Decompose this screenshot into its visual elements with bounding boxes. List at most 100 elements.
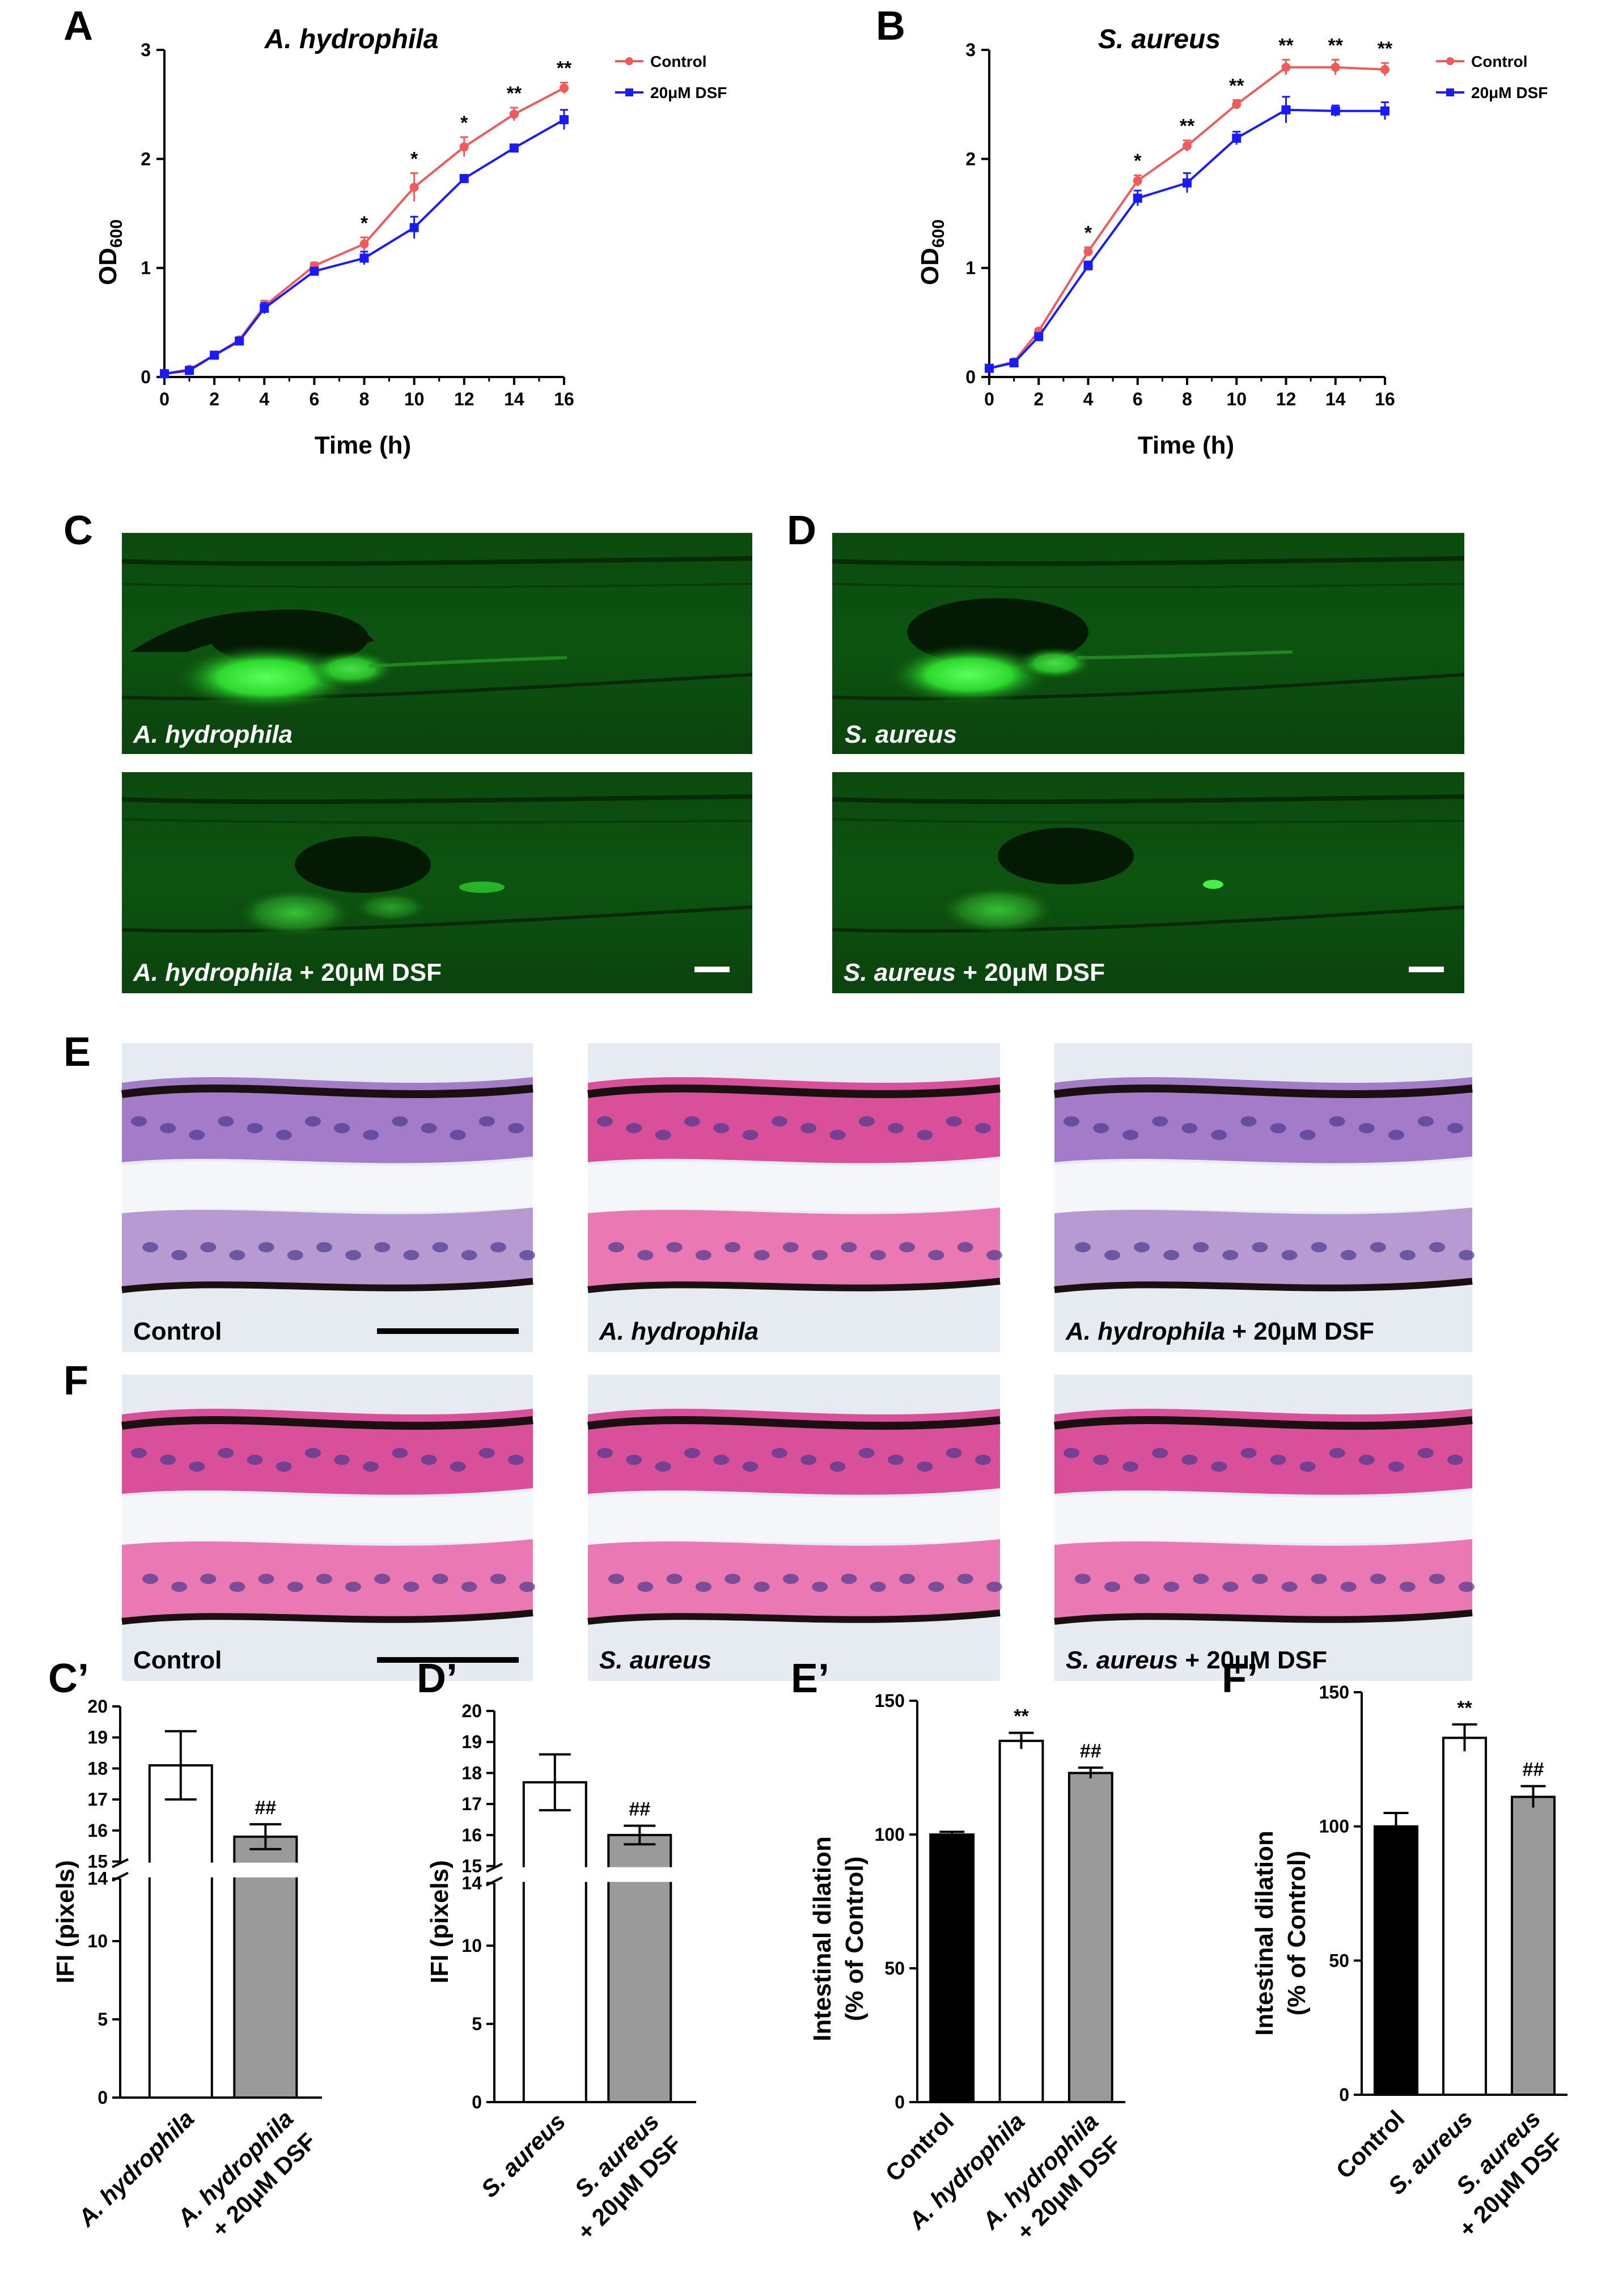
y-tick-label: 0 [1339, 2085, 1349, 2105]
nucleus [899, 1242, 916, 1252]
chart-a-xlabel: Time (h) [315, 431, 411, 459]
nucleus [1211, 1462, 1227, 1472]
nucleus [247, 1455, 263, 1465]
nucleus [304, 1448, 321, 1458]
nucleus [946, 1448, 962, 1458]
bar [1067, 1772, 1113, 2103]
nucleus [753, 1582, 770, 1592]
chart-ep-ylabel: Intestinal dilation (% of Control) [808, 1836, 868, 2041]
nucleus [597, 1116, 613, 1126]
nucleus [258, 1574, 274, 1584]
nucleus [450, 1462, 466, 1472]
nucleus [461, 1582, 477, 1592]
panel-label-d: D [787, 508, 816, 553]
nucleus [1281, 1582, 1298, 1592]
nucleus [287, 1582, 303, 1592]
epithelium-upper [122, 1077, 533, 1163]
significance-mark: ** [557, 58, 572, 79]
y-tick-label: 0 [965, 367, 976, 387]
data-point [1083, 247, 1093, 256]
nucleus [1163, 1250, 1180, 1260]
nucleus [334, 1123, 350, 1133]
nucleus [1163, 1582, 1180, 1592]
lumen [122, 1491, 533, 1545]
nucleus [363, 1462, 379, 1472]
nucleus [1299, 1130, 1316, 1140]
nucleus [841, 1574, 857, 1584]
nucleus [626, 1123, 642, 1133]
nucleus [276, 1130, 292, 1140]
nucleus [841, 1242, 857, 1252]
nucleus [1075, 1574, 1091, 1584]
nucleus [490, 1574, 506, 1584]
tile-label-part: A. hydrophila [1065, 1318, 1225, 1345]
nucleus [450, 1130, 466, 1140]
significance-mark: * [1134, 150, 1142, 172]
nucleus [858, 1116, 875, 1126]
nucleus [1340, 1582, 1357, 1592]
nucleus [742, 1130, 759, 1140]
significance-mark: ## [1080, 1740, 1101, 1762]
significance-mark: * [410, 148, 418, 170]
x-tick-label: 4 [259, 389, 269, 409]
nucleus [1152, 1116, 1168, 1126]
nucleus [1429, 1574, 1445, 1584]
nucleus [1211, 1130, 1227, 1140]
nucleus [287, 1250, 303, 1260]
y-tick-label: 16 [87, 1820, 108, 1841]
tile-label-part: S. aureus [1066, 1646, 1178, 1674]
nucleus [655, 1462, 671, 1472]
panel-label-d-prime: D’ [417, 1656, 457, 1701]
nucleus [1399, 1582, 1416, 1592]
nucleus [490, 1242, 506, 1252]
histology-tile-1: Control [121, 1043, 535, 1352]
nucleus [753, 1250, 770, 1260]
nucleus [946, 1116, 962, 1126]
nucleus [218, 1448, 234, 1458]
nucleus [345, 1582, 362, 1592]
nucleus [1399, 1250, 1416, 1260]
significance-mark: * [460, 112, 468, 134]
pigment-upper [587, 1085, 1001, 1098]
nucleus [200, 1574, 217, 1584]
nucleus [888, 1123, 904, 1133]
y-tick-label: 0 [98, 2087, 108, 2108]
nucleus [345, 1250, 362, 1260]
nucleus [160, 1123, 176, 1133]
nucleus [519, 1582, 535, 1592]
nucleus [1447, 1455, 1463, 1465]
epithelium-upper [588, 1077, 1000, 1163]
histology-tile-2: A. hydrophila [587, 1043, 1002, 1352]
panel-label-c: C [63, 508, 93, 553]
y-tick-label: 10 [461, 1935, 482, 1956]
tile-label: S. aureus [599, 1646, 711, 1674]
nucleus [1417, 1448, 1434, 1458]
nucleus [1340, 1250, 1357, 1260]
epithelium-upper [1054, 1409, 1472, 1495]
bar [1373, 1825, 1419, 2096]
nucleus [812, 1250, 828, 1260]
nucleus [1093, 1123, 1109, 1133]
x-tick-label: 2 [209, 389, 219, 409]
significance-mark: ## [1523, 1759, 1544, 1781]
x-tick-label: 0 [984, 389, 994, 409]
chart-b-title: S. aureus [1098, 24, 1221, 54]
data-point [1281, 105, 1291, 115]
data-point [509, 109, 519, 119]
data-point [1183, 141, 1192, 151]
nucleus [1181, 1455, 1198, 1465]
bar [148, 1764, 213, 2099]
nucleus [1388, 1462, 1404, 1472]
x-tick-label: 10 [1226, 389, 1247, 409]
nucleus [1252, 1574, 1268, 1584]
nucleus [432, 1574, 448, 1584]
nucleus [957, 1574, 973, 1584]
y-tick-label: 10 [87, 1931, 108, 1951]
y-tick-label: 19 [87, 1727, 108, 1748]
nucleus [189, 1130, 205, 1140]
chart-b-xlabel: Time (h) [1138, 431, 1234, 459]
chart-ep-ylabel-2: (% of Control) [841, 1857, 868, 2022]
x-tick-label: 8 [1182, 389, 1192, 409]
epithelium-upper [122, 1409, 533, 1495]
nucleus [899, 1574, 916, 1584]
